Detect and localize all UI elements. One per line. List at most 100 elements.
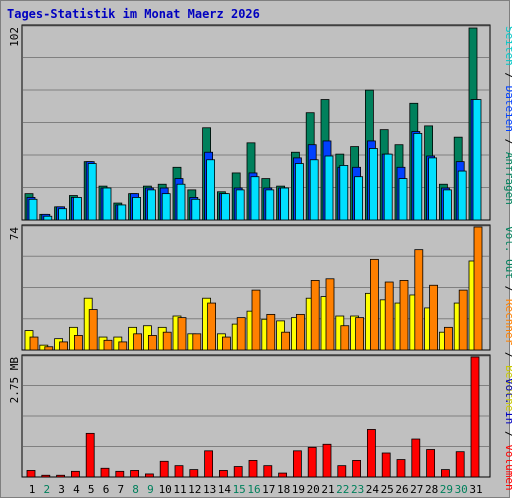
x-tick-label-7: 7 xyxy=(117,483,124,496)
y-max-label-volume: 2.75 MB xyxy=(8,357,21,404)
legend-separator: / xyxy=(503,279,512,299)
legend-requests: Seiten / Dateien / Anfragen xyxy=(503,26,512,205)
bar-volumen-27 xyxy=(411,438,421,478)
legend-item-volumen: Volumen xyxy=(503,444,512,490)
bar-volumen-22 xyxy=(337,465,347,478)
bar-seiten-6 xyxy=(102,187,112,221)
bar-rechner-27 xyxy=(414,249,424,351)
bar-rechner-10 xyxy=(162,331,172,351)
x-tick-label-22: 22 xyxy=(336,483,349,496)
bar-volumen-30 xyxy=(455,451,465,478)
legend-separator: / xyxy=(503,132,512,152)
bar-volumen-13 xyxy=(204,450,214,478)
bar-rechner-28 xyxy=(429,284,439,351)
bar-volumen-24 xyxy=(366,429,376,478)
bar-seiten-2 xyxy=(43,215,53,221)
bar-rechner-31 xyxy=(473,226,483,351)
bar-seiten-3 xyxy=(58,208,67,221)
x-tick-label-11: 11 xyxy=(173,483,186,496)
bar-seiten-23 xyxy=(354,176,364,221)
bar-rechner-15 xyxy=(236,317,246,351)
bar-seiten-13 xyxy=(206,159,216,221)
x-tick-label-20: 20 xyxy=(307,483,320,496)
y-max-label-visits: 74 xyxy=(8,227,21,241)
bar-volumen-20 xyxy=(307,446,317,478)
bar-rechner-29 xyxy=(443,326,453,351)
x-tick-label-9: 9 xyxy=(147,483,154,496)
bar-volumen-6 xyxy=(100,467,110,478)
bar-volumen-15 xyxy=(233,466,243,478)
bar-seiten-14 xyxy=(220,193,230,221)
bar-seiten-26 xyxy=(398,178,408,221)
bar-volumen-19 xyxy=(292,450,302,478)
bar-volumen-11 xyxy=(174,465,184,478)
bar-seiten-21 xyxy=(324,155,334,221)
bar-volumen-18 xyxy=(278,472,288,478)
bar-rechner-8 xyxy=(133,333,143,351)
bar-seiten-10 xyxy=(161,193,171,221)
bar-rechner-14 xyxy=(221,336,231,351)
bar-volumen-10 xyxy=(159,460,169,478)
bar-rechner-19 xyxy=(295,313,305,351)
bar-volumen-14 xyxy=(218,470,228,478)
bar-rechner-12 xyxy=(192,333,202,351)
bar-rechner-24 xyxy=(369,258,379,351)
x-tick-label-10: 10 xyxy=(159,483,172,496)
bar-rechner-30 xyxy=(458,289,468,351)
x-tick-label-1: 1 xyxy=(29,483,36,496)
bar-seiten-31 xyxy=(472,99,482,221)
x-tick-label-2: 2 xyxy=(43,483,50,496)
bar-volumen-9 xyxy=(144,473,154,478)
bar-seiten-19 xyxy=(294,163,304,221)
bar-seiten-7 xyxy=(117,204,127,221)
page-title: Tages-Statistik im Monat Maerz 2026 xyxy=(7,7,260,21)
x-tick-label-31: 31 xyxy=(469,483,482,496)
legend-item-anfragen: Anfragen xyxy=(503,152,512,205)
x-tick-label-16: 16 xyxy=(247,483,260,496)
legend-visits: Vol. Out / Rechner / Besuche xyxy=(503,226,512,411)
bar-rechner-18 xyxy=(281,331,291,351)
bar-volumen-31 xyxy=(470,356,480,478)
bar-volumen-26 xyxy=(396,459,406,478)
bar-volumen-5 xyxy=(85,432,95,478)
legend-separator: / xyxy=(503,424,512,444)
x-tick-label-8: 8 xyxy=(132,483,139,496)
x-tick-label-23: 23 xyxy=(351,483,364,496)
x-tick-label-18: 18 xyxy=(277,483,290,496)
x-tick-label-19: 19 xyxy=(292,483,305,496)
bar-seiten-8 xyxy=(132,197,142,221)
bar-volumen-29 xyxy=(440,469,450,478)
x-tick-label-25: 25 xyxy=(381,483,394,496)
bar-rechner-11 xyxy=(177,317,187,351)
bar-rechner-3 xyxy=(59,341,68,351)
bar-seiten-11 xyxy=(176,183,186,221)
bar-volumen-25 xyxy=(381,452,391,478)
bar-rechner-2 xyxy=(44,346,54,351)
bar-seiten-20 xyxy=(309,159,319,221)
bar-seiten-25 xyxy=(383,153,393,221)
bar-seiten-1 xyxy=(28,198,38,221)
bar-seiten-27 xyxy=(413,133,423,221)
y-max-label-requests: 102 xyxy=(8,27,21,47)
bar-rechner-9 xyxy=(147,335,157,351)
bar-rechner-5 xyxy=(88,309,98,351)
x-tick-label-30: 30 xyxy=(455,483,468,496)
bar-volumen-7 xyxy=(115,470,125,478)
x-tick-label-5: 5 xyxy=(88,483,95,496)
bar-rechner-20 xyxy=(310,280,320,351)
x-tick-label-15: 15 xyxy=(233,483,246,496)
legend-item-rechner: Rechner xyxy=(503,299,512,346)
bar-seiten-5 xyxy=(87,163,97,221)
x-tick-label-29: 29 xyxy=(440,483,453,496)
bar-volumen-17 xyxy=(263,465,273,478)
bar-rechner-26 xyxy=(399,280,409,351)
bar-seiten-9 xyxy=(146,189,156,221)
bar-rechner-25 xyxy=(384,281,394,351)
legend-volume: Vol. In / Volumen xyxy=(503,378,512,491)
x-tick-label-27: 27 xyxy=(410,483,423,496)
x-tick-label-6: 6 xyxy=(103,483,110,496)
bar-volumen-23 xyxy=(352,460,362,478)
legend-item-vol-out: Vol. Out xyxy=(503,226,512,279)
bar-volumen-1 xyxy=(26,470,36,478)
